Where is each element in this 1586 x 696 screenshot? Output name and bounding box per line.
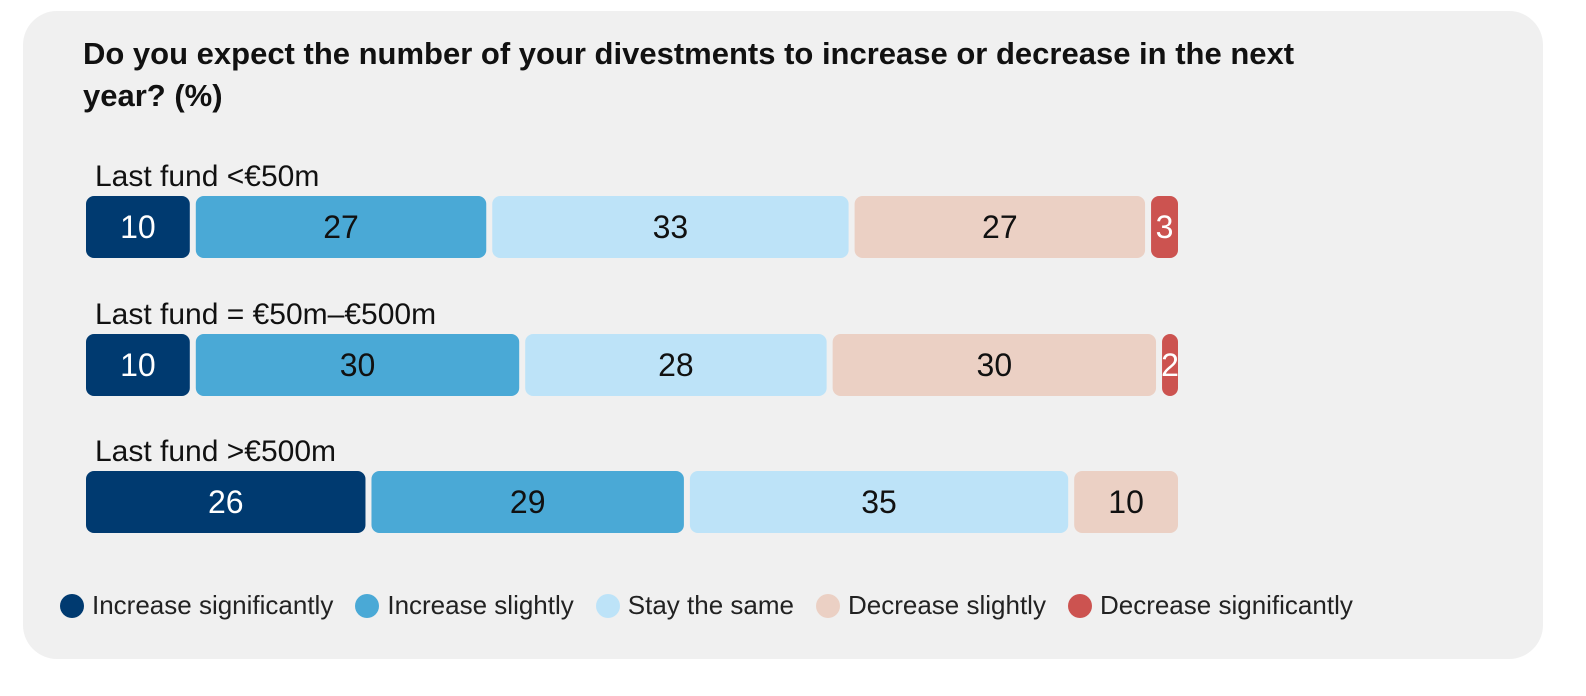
legend-label: Decrease slightly xyxy=(847,590,1046,620)
legend-item: Increase slightly xyxy=(355,590,574,621)
legend-swatch-icon xyxy=(355,593,380,618)
legend-item: Stay the same xyxy=(595,590,794,621)
bar-segment xyxy=(1151,196,1178,258)
legend-label: Increase slightly xyxy=(387,590,574,620)
bar-segment xyxy=(195,196,487,258)
stacked-bar-chart: Last fund <€50m 10 27 33 27 3 Last fund = €50m… xyxy=(86,160,1179,533)
data-label: 2 xyxy=(1161,347,1179,383)
legend-swatch-icon xyxy=(595,593,620,618)
data-label: 28 xyxy=(658,347,694,383)
data-label: 35 xyxy=(861,484,897,520)
bar-segment xyxy=(525,334,827,396)
data-label: 29 xyxy=(510,484,546,520)
chart-title: Do you expect the number of your divestm… xyxy=(83,36,1295,113)
legend-label: Decrease significantly xyxy=(1099,590,1353,620)
category-label: Last fund = €50m–€500m xyxy=(95,298,436,331)
bar-segment xyxy=(195,334,520,396)
bar-segment xyxy=(832,334,1157,396)
bar-segment xyxy=(1162,334,1178,396)
bar-segment xyxy=(689,471,1069,533)
legend-item: Decrease slightly xyxy=(815,590,1046,621)
data-label: 30 xyxy=(977,347,1013,383)
legend-label: Stay the same xyxy=(627,590,794,620)
data-label: 33 xyxy=(653,209,689,245)
data-label: 10 xyxy=(1108,484,1144,520)
category-label: Last fund >€500m xyxy=(95,435,336,468)
data-label: 27 xyxy=(982,209,1018,245)
category-label: Last fund <€50m xyxy=(95,160,319,193)
data-label: 26 xyxy=(208,484,244,520)
legend-swatch-icon xyxy=(60,593,84,618)
bar-segment xyxy=(492,196,849,258)
data-label: 3 xyxy=(1156,209,1174,245)
legend-item: Increase significantly xyxy=(60,590,333,621)
data-label: 27 xyxy=(323,209,359,245)
bar-segment xyxy=(86,196,190,258)
bar-segment xyxy=(1074,471,1178,533)
chart-legend: Increase significantly Increase slightly S… xyxy=(60,590,1375,621)
bar-segment xyxy=(86,471,366,533)
bar-segment xyxy=(371,471,684,533)
legend-swatch-icon xyxy=(815,593,840,618)
legend-swatch-icon xyxy=(1067,593,1092,618)
data-label: 10 xyxy=(120,209,156,245)
bar-segment xyxy=(854,196,1146,258)
bar-segment xyxy=(86,334,190,396)
legend-label: Increase significantly xyxy=(92,590,334,620)
data-label: 10 xyxy=(120,347,156,383)
data-label: 30 xyxy=(340,347,376,383)
legend-item: Decrease significantly xyxy=(1067,590,1353,621)
